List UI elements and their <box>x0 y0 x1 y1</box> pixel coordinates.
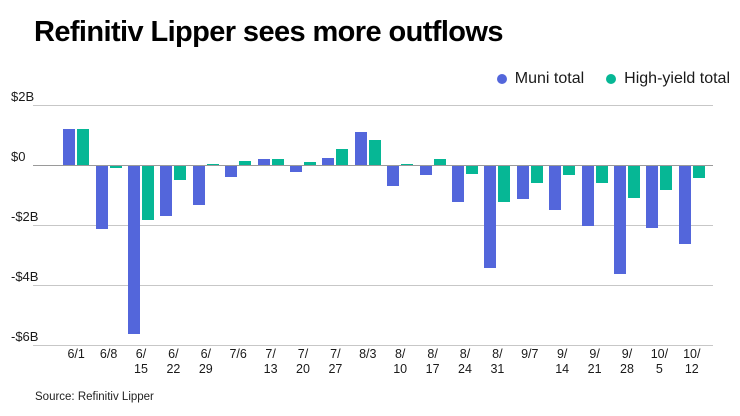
bar-high-yield-8/24 <box>466 166 478 174</box>
source-note: Source: Refinitiv Lipper <box>35 391 154 403</box>
x-axis-label-9/14: 9/14 <box>555 347 570 376</box>
bar-muni-7/20 <box>290 166 302 172</box>
chart-title: Refinitiv Lipper sees more outflows <box>34 16 503 48</box>
bar-high-yield-9/21 <box>595 166 608 183</box>
x-axis-label-9/28: 9/28 <box>620 347 634 376</box>
x-axis-label-6/29: 6/29 <box>198 347 213 376</box>
x-axis-label-10/5: 10/5 <box>650 347 669 376</box>
x-axis-label-6/1: 6/1 <box>67 347 85 361</box>
gridline--$4B <box>33 285 713 286</box>
y-axis-label-$2B: $2B <box>11 89 35 104</box>
x-axis-label-8/31: 8/31 <box>490 347 505 376</box>
bar-high-yield-6/15 <box>142 166 154 220</box>
y-axis-label--$4B: -$4B <box>11 269 39 284</box>
bar-muni-8/17 <box>419 166 432 175</box>
gridline--$2B <box>33 225 713 226</box>
bar-high-yield-9/14 <box>563 166 576 175</box>
bar-high-yield-6/29 <box>206 163 219 165</box>
x-axis-label-9/21: 9/21 <box>587 347 602 376</box>
bar-high-yield-7/13 <box>271 159 284 165</box>
bar-high-yield-10/12 <box>692 166 705 178</box>
bar-muni-6/15 <box>128 166 140 334</box>
x-axis-label-7/20: 7/20 <box>296 347 310 376</box>
bar-muni-7/13 <box>257 159 270 165</box>
x-axis-label-6/22: 6/22 <box>166 347 181 376</box>
bar-muni-8/10 <box>387 166 400 186</box>
bar-high-yield-8/10 <box>401 163 414 165</box>
x-axis-label-9/7: 9/7 <box>521 347 539 361</box>
bar-high-yield-7/27 <box>336 148 349 165</box>
bar-high-yield-8/17 <box>433 159 446 165</box>
bar-muni-9/14 <box>549 166 562 210</box>
bar-high-yield-9/28 <box>628 166 640 198</box>
x-axis-label-8/24: 8/24 <box>458 347 472 376</box>
y-axis-label-$0: $0 <box>11 149 26 164</box>
bar-muni-6/22 <box>160 166 173 216</box>
x-axis-label-8/17: 8/17 <box>425 347 440 376</box>
bar-muni-7/6 <box>225 166 238 177</box>
x-axis-label-7/13: 7/13 <box>263 347 278 376</box>
x-axis-label-8/3: 8/3 <box>359 347 377 361</box>
bar-muni-8/24 <box>452 166 464 202</box>
high-yield-series-dot-icon <box>606 74 617 84</box>
bar-high-yield-8/31 <box>498 166 511 202</box>
x-axis-label-10/12: 10/12 <box>683 347 701 376</box>
bar-muni-6/1 <box>63 129 76 165</box>
bar-muni-8/3 <box>354 132 367 165</box>
bar-muni-7/27 <box>322 157 335 165</box>
x-axis-label-7/27: 7/27 <box>328 347 343 376</box>
high-yield-series-label: High-yield total <box>624 70 730 87</box>
bar-muni-8/31 <box>484 166 497 268</box>
muni-series-label: Muni total <box>514 70 585 87</box>
bar-muni-10/5 <box>646 166 659 228</box>
legend-item-muni: Muni total <box>496 70 585 88</box>
bar-high-yield-6/8 <box>109 166 122 168</box>
gridline-$0 <box>33 165 713 166</box>
bar-high-yield-6/22 <box>174 166 187 180</box>
legend: Muni total High-yield total <box>496 70 730 88</box>
bar-high-yield-6/1 <box>77 129 90 165</box>
x-axis-label-8/10: 8/10 <box>393 347 408 376</box>
bar-high-yield-9/7 <box>530 166 543 183</box>
bar-muni-9/7 <box>516 166 529 199</box>
gridline--$6B <box>33 345 713 346</box>
y-axis-label--$6B: -$6B <box>11 329 39 344</box>
bar-high-yield-8/3 <box>368 139 381 165</box>
x-axis-label-6/8: 6/8 <box>99 347 118 361</box>
bar-high-yield-10/5 <box>660 166 673 190</box>
y-axis-label--$2B: -$2B <box>11 209 39 224</box>
legend-item-high-yield: High-yield total <box>606 70 730 88</box>
bar-muni-9/28 <box>614 166 626 274</box>
bar-muni-9/21 <box>581 166 594 226</box>
bar-muni-6/8 <box>95 166 108 229</box>
bar-muni-10/12 <box>678 166 691 244</box>
bar-high-yield-7/20 <box>304 162 316 165</box>
x-axis-label-6/15: 6/15 <box>134 347 148 376</box>
bar-high-yield-7/6 <box>239 160 252 165</box>
muni-series-dot-icon <box>496 74 507 84</box>
x-axis-label-7/6: 7/6 <box>229 347 247 361</box>
gridline-$2B <box>33 105 713 106</box>
bar-muni-6/29 <box>192 166 205 205</box>
